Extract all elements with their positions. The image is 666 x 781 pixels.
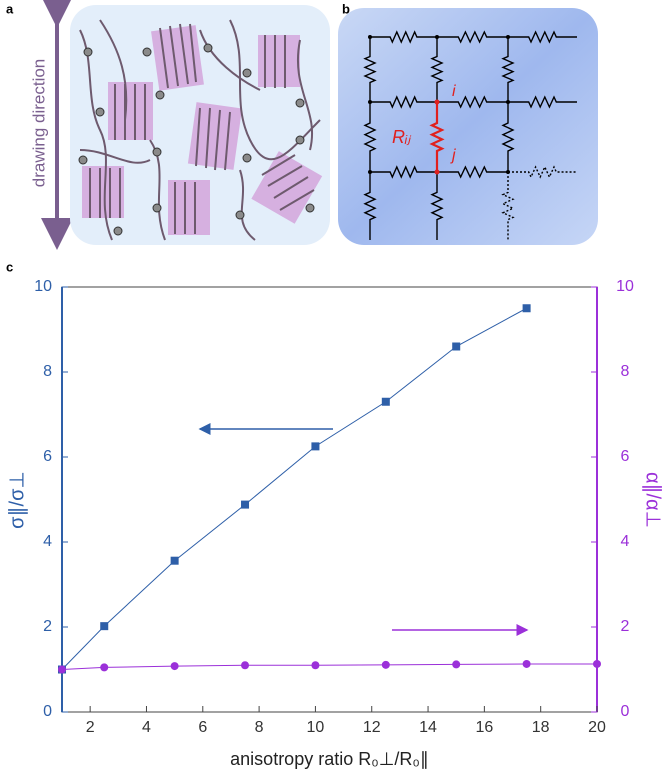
x-tick-label: 8: [255, 719, 264, 736]
marker: [170, 556, 179, 565]
node: [435, 35, 439, 39]
marker: [100, 663, 109, 672]
node: [506, 35, 510, 39]
resistor: [370, 30, 437, 44]
resistor: [501, 37, 515, 102]
marker: [311, 442, 320, 451]
resistor: [370, 95, 437, 109]
resistor-label: Rᵢⱼ: [392, 127, 412, 147]
node: [506, 100, 510, 104]
y2-tick-label: 2: [621, 618, 630, 635]
y2-tick-label: 10: [616, 278, 634, 295]
node-label: i: [452, 83, 456, 100]
marker: [522, 659, 531, 668]
y2-axis-label: α∥/α⊥: [642, 472, 664, 528]
x-tick-label: 16: [475, 719, 493, 736]
y-axis-label: σ∥/σ⊥: [6, 471, 28, 529]
resistor: [363, 37, 377, 102]
resistor: [370, 165, 437, 179]
resistor: [363, 102, 377, 172]
series-line: [61, 663, 597, 670]
resistor: [508, 95, 577, 109]
node: [368, 170, 372, 174]
marker: [100, 622, 109, 631]
marker: [522, 304, 531, 313]
y-tick-label: 2: [43, 618, 52, 635]
x-axis-label: anisotropy ratio R₀⊥/R₀∥: [230, 749, 429, 769]
y-tick-label: 10: [34, 278, 52, 295]
y2-tick-label: 4: [621, 533, 630, 550]
marker: [170, 662, 179, 671]
resistor: [501, 172, 515, 240]
resistor: [430, 37, 444, 102]
particles: [78, 43, 315, 236]
chart: 2 4 6 8 10 12 14 16 18 20 0 2 4 6 8 10 0 2 4 6 8 10 anisotropy…: [6, 278, 663, 769]
marker: [58, 665, 66, 674]
panel-label: c: [6, 259, 13, 274]
y2-tick-label: 0: [621, 703, 630, 720]
fibers: [79, 19, 321, 241]
series-line: [61, 307, 527, 670]
marker: [241, 661, 250, 670]
marker: [452, 342, 461, 351]
marker: [593, 659, 601, 668]
y-tick-label: 8: [43, 363, 52, 380]
node: [434, 169, 440, 175]
resistor: [430, 172, 444, 240]
x-tick-label: 2: [86, 719, 95, 736]
node-label: j: [450, 147, 456, 164]
resistor: [437, 30, 508, 44]
resistor: [437, 95, 508, 109]
node: [506, 170, 510, 174]
x-tick-label: 12: [363, 719, 381, 736]
node: [368, 35, 372, 39]
resistor-network: [363, 30, 577, 240]
x-tick-label: 6: [198, 719, 207, 736]
resistor: [508, 30, 577, 44]
x-tick-label: 20: [588, 719, 606, 736]
y2-tick-label: 6: [621, 448, 630, 465]
resistor: [437, 165, 508, 179]
resistor: [429, 102, 445, 172]
y-tick-label: 4: [43, 533, 52, 550]
resistor: [501, 102, 515, 172]
node: [368, 100, 372, 104]
marker: [381, 397, 390, 406]
direction-label: drawing direction: [29, 59, 48, 188]
plot-frame: [61, 286, 598, 713]
marker: [311, 661, 320, 670]
resistor: [508, 165, 577, 179]
x-tick-label: 14: [419, 719, 437, 736]
marker: [452, 660, 461, 669]
x-tick-label: 10: [307, 719, 325, 736]
panel-label: b: [342, 1, 350, 16]
x-tick-label: 4: [142, 719, 151, 736]
panel-label: a: [6, 1, 14, 16]
node: [434, 99, 440, 105]
x-tick-label: 18: [532, 719, 550, 736]
marker: [381, 660, 390, 669]
y-tick-label: 6: [43, 448, 52, 465]
y-tick-label: 0: [43, 703, 52, 720]
y2-tick-label: 8: [621, 363, 630, 380]
resistor: [363, 172, 377, 240]
marker: [241, 500, 250, 509]
panel-b-bg: [338, 8, 598, 245]
